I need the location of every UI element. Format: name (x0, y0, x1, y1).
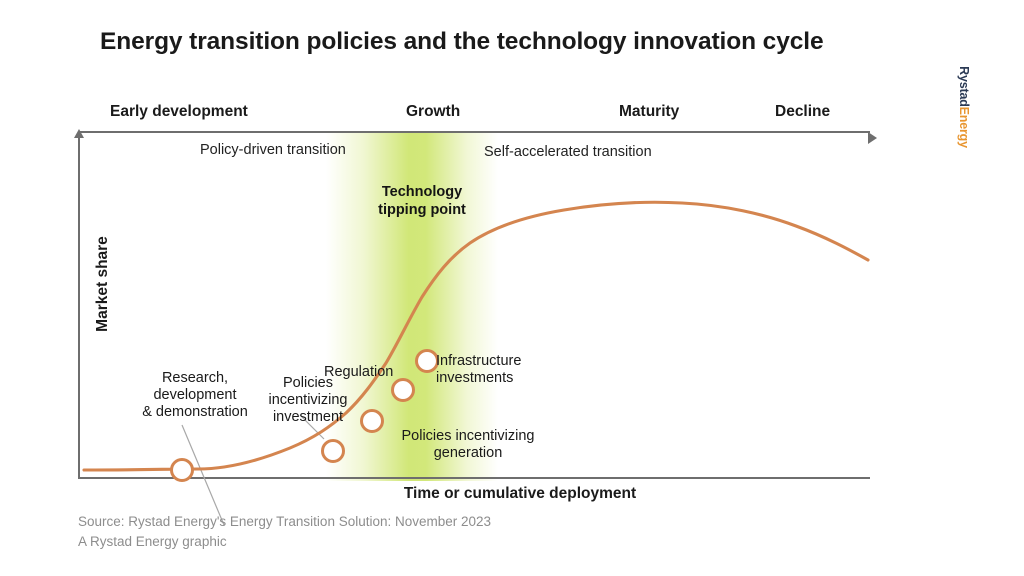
caption-self-accelerated-transition: Self-accelerated transition (484, 144, 652, 160)
footer: Source: Rystad Energy's Energy Transitio… (78, 512, 491, 551)
page-title: Energy transition policies and the techn… (100, 28, 824, 55)
top-axis-line (78, 131, 877, 144)
top-axis-arrow-icon (868, 132, 877, 144)
caption-policy-driven-transition: Policy-driven transition (200, 142, 346, 158)
annotation-research-development-demonstration: Research, development & demonstration (142, 370, 248, 421)
curve-marker-policies-incentivizing-investment[interactable] (360, 409, 384, 433)
annotation-regulation: Regulation (324, 364, 394, 380)
adoption-curve-svg (82, 200, 870, 526)
logo-text-rystad: Rystad (957, 66, 971, 107)
x-axis-title: Time or cumulative deployment (403, 485, 637, 502)
logo-text-energy: Energy (957, 106, 971, 148)
curve-marker-regulation[interactable] (391, 378, 415, 402)
phase-label-growth: Growth (406, 103, 461, 120)
phase-label-early-development: Early development (110, 103, 248, 120)
annotation-policies-incentivizing-generation: Policies incentivizing generation (401, 428, 535, 462)
footer-source: Source: Rystad Energy's Energy Transitio… (78, 514, 492, 529)
footer-credit: A Rystad Energy graphic (78, 533, 227, 549)
curve-marker-policies-incentivizing-generation[interactable] (321, 439, 345, 463)
leader-line-research (181, 424, 225, 526)
phase-label-decline: Decline (775, 103, 831, 120)
phase-label-maturity: Maturity (619, 103, 680, 120)
x-axis-line (78, 477, 870, 479)
rystad-energy-logo: RystadEnergy (950, 52, 978, 162)
y-axis-arrow-icon (74, 129, 84, 138)
leader-line-policies-investment (299, 414, 325, 440)
curve-marker-research-development-demonstration[interactable] (170, 458, 194, 482)
annotation-policies-incentivizing-investment: Policies incentivizing investment (268, 375, 348, 426)
annotation-infrastructure-investments: Infrastructure investments (436, 353, 522, 387)
plot-area: Early development Growth Maturity Declin… (74, 103, 878, 526)
tipping-point-label: Technology tipping point (378, 184, 466, 219)
curve-marker-infrastructure-investments[interactable] (415, 349, 439, 373)
adoption-s-curve (82, 200, 870, 472)
y-axis-title: Market share (94, 236, 111, 332)
y-axis-line (74, 129, 84, 479)
